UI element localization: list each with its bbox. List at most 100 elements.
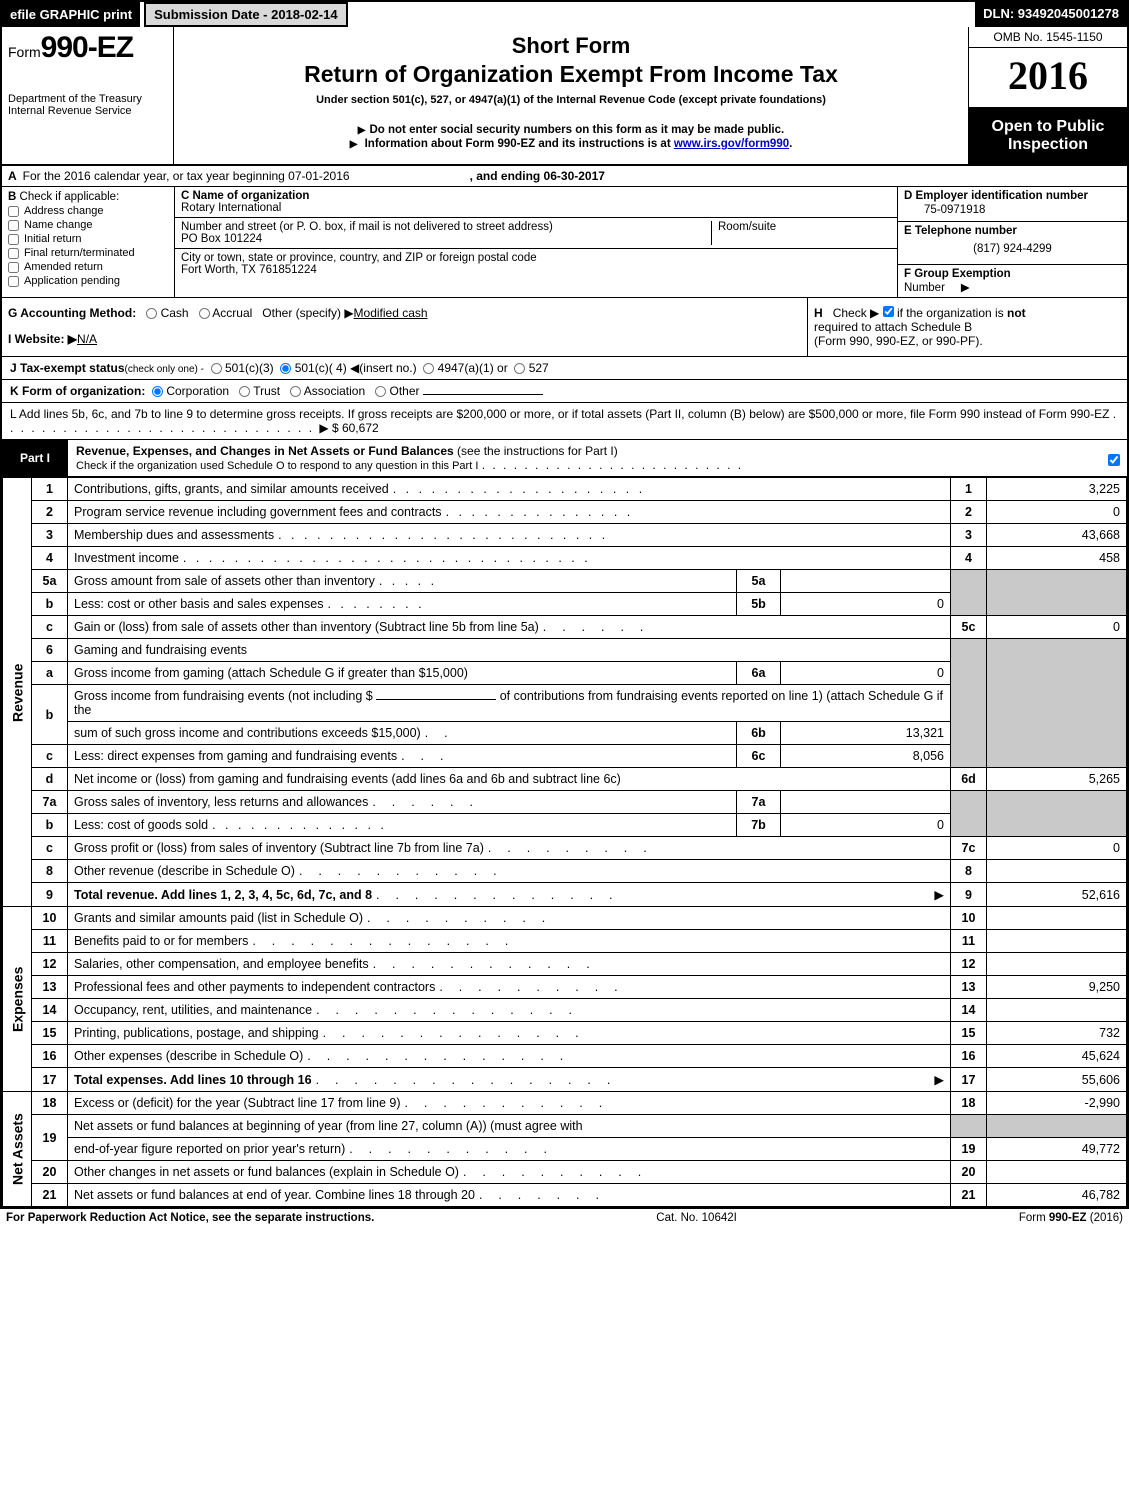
l21-num: 21	[32, 1184, 68, 1207]
group-exemption-box: F Group Exemption Number ▶	[898, 265, 1127, 297]
section-b-checkboxes: B Check if applicable: Address change Na…	[2, 187, 174, 297]
l15-num: 15	[32, 1022, 68, 1045]
l16-desc: Other expenses (describe in Schedule O).…	[68, 1045, 951, 1068]
l13-desc-text: Professional fees and other payments to …	[74, 980, 435, 994]
d-label: D Employer identification number	[904, 190, 1088, 202]
chk-initial-return-input[interactable]	[8, 234, 19, 245]
row-8: 8 Other revenue (describe in Schedule O)…	[3, 860, 1127, 883]
l7c-val: 0	[987, 837, 1127, 860]
l1-desc-text: Contributions, gifts, grants, and simila…	[74, 482, 389, 496]
radio-cash[interactable]	[146, 308, 157, 319]
l12-desc: Salaries, other compensation, and employ…	[68, 953, 951, 976]
submission-date: Submission Date - 2018-02-14	[144, 2, 348, 27]
dots: . . . . . . . . . . . . . .	[208, 818, 730, 832]
k-trust: Trust	[253, 384, 280, 398]
footer-left: For Paperwork Reduction Act Notice, see …	[6, 1212, 374, 1224]
k-assoc: Association	[304, 384, 365, 398]
l7a-subval	[781, 791, 951, 814]
radio-corp[interactable]	[152, 386, 163, 397]
efile-print-button[interactable]: efile GRAPHIC print	[2, 2, 140, 27]
row-1: Revenue 1 Contributions, gifts, grants, …	[3, 478, 1127, 501]
g-other-val: Modified cash	[354, 306, 428, 320]
k-other: Other	[390, 384, 420, 398]
radio-other[interactable]	[375, 386, 386, 397]
row-4: 4 Investment income. . . . . . . . . . .…	[3, 547, 1127, 570]
l20-desc-text: Other changes in net assets or fund bala…	[74, 1165, 459, 1179]
f-label: F Group Exemption	[904, 268, 1011, 280]
dept-irs: Internal Revenue Service	[8, 105, 167, 117]
row-19-1: 19 Net assets or fund balances at beginn…	[3, 1115, 1127, 1138]
chk-amended-return-input[interactable]	[8, 262, 19, 273]
l6-desc: Gaming and fundraising events	[68, 639, 951, 662]
dots: . . . . . . . . . . . .	[369, 957, 944, 971]
l6c-num: c	[32, 745, 68, 768]
g-i-block: G Accounting Method: Cash Accrual Other …	[2, 298, 807, 356]
radio-assoc[interactable]	[290, 386, 301, 397]
grey-5b-v	[987, 593, 1127, 616]
dots: . . . . . . . . . . .	[295, 864, 944, 878]
chk-app-pending-input[interactable]	[8, 276, 19, 287]
l3-val: 43,668	[987, 524, 1127, 547]
l5a-desc-text: Gross amount from sale of assets other t…	[74, 574, 375, 588]
room-col: Room/suite	[711, 221, 891, 245]
l7a-num: 7a	[32, 791, 68, 814]
l2-val: 0	[987, 501, 1127, 524]
dots: . . . . . . . .	[323, 597, 730, 611]
chk-final-return-input[interactable]	[8, 248, 19, 259]
l20-col: 20	[951, 1161, 987, 1184]
l16-col: 16	[951, 1045, 987, 1068]
l14-val	[987, 999, 1127, 1022]
radio-trust[interactable]	[239, 386, 250, 397]
g-accrual: Accrual	[212, 306, 252, 320]
l8-desc: Other revenue (describe in Schedule O). …	[68, 860, 951, 883]
radio-501c3[interactable]	[211, 363, 222, 374]
city-row: City or town, state or province, country…	[174, 249, 897, 297]
l7c-num: c	[32, 837, 68, 860]
l4-desc-text: Investment income	[74, 551, 179, 565]
header-left: Form990-EZ Department of the Treasury In…	[2, 27, 174, 164]
part1-check-input[interactable]	[1108, 454, 1120, 466]
l3-desc-text: Membership dues and assessments	[74, 528, 274, 542]
l6b-subval: 13,321	[781, 722, 951, 745]
l16-num: 16	[32, 1045, 68, 1068]
footer-right-b: 990-EZ	[1049, 1212, 1087, 1224]
row-20: 20 Other changes in net assets or fund b…	[3, 1161, 1127, 1184]
l9-col: 9	[951, 883, 987, 907]
grey-5a	[951, 570, 987, 593]
row-17: 17 Total expenses. Add lines 10 through …	[3, 1068, 1127, 1092]
form-number: Form990-EZ	[8, 31, 167, 65]
chk-final-return: Final return/terminated	[8, 247, 168, 259]
radio-4947[interactable]	[423, 363, 434, 374]
h-label: H	[814, 306, 823, 320]
chk-name-change-input[interactable]	[8, 220, 19, 231]
l10-num: 10	[32, 907, 68, 930]
radio-501c4[interactable]	[280, 363, 291, 374]
org-name-row: C Name of organization Rotary Internatio…	[174, 187, 897, 218]
dots: . . . . .	[375, 574, 730, 588]
gh-row: G Accounting Method: Cash Accrual Other …	[2, 298, 1127, 357]
grey-19-v	[987, 1115, 1127, 1138]
l18-desc-text: Excess or (deficit) for the year (Subtra…	[74, 1096, 401, 1110]
l7c-desc-text: Gross profit or (loss) from sales of inv…	[74, 841, 484, 855]
h-checkbox[interactable]	[883, 306, 894, 317]
g-other-label: Other (specify) ▶	[262, 306, 353, 320]
l10-col: 10	[951, 907, 987, 930]
chk-final-return-label: Final return/terminated	[24, 247, 135, 259]
l11-col: 11	[951, 930, 987, 953]
l7a-desc-text: Gross sales of inventory, less returns a…	[74, 795, 368, 809]
l6b-blank	[376, 699, 496, 700]
chk-address-change-input[interactable]	[8, 206, 19, 217]
instr2-b: .	[789, 138, 792, 150]
row-18: Net Assets 18 Excess or (deficit) for th…	[3, 1092, 1127, 1115]
j-opt2: 501(c)( 4) ◀(insert no.)	[295, 361, 417, 375]
row-2: 2 Program service revenue including gove…	[3, 501, 1127, 524]
radio-527[interactable]	[514, 363, 525, 374]
city-label: City or town, state or province, country…	[181, 252, 891, 264]
row-7c: c Gross profit or (loss) from sales of i…	[3, 837, 1127, 860]
l16-desc-text: Other expenses (describe in Schedule O)	[74, 1049, 303, 1063]
grey-6b1-v	[987, 685, 1127, 722]
dots: . . . . . . .	[475, 1188, 944, 1202]
radio-accrual[interactable]	[199, 308, 210, 319]
irs-link[interactable]: www.irs.gov/form990	[674, 138, 789, 150]
l8-col: 8	[951, 860, 987, 883]
